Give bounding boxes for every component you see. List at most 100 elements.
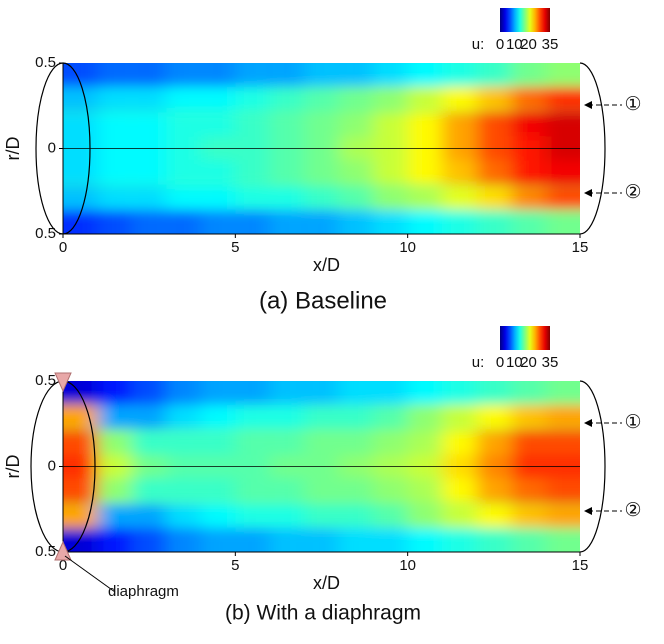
colorbar-label: u: — [472, 354, 485, 371]
cell — [442, 86, 477, 112]
cell — [131, 430, 167, 455]
x-axis-label: x/D — [313, 255, 340, 275]
cell — [304, 478, 339, 503]
cell — [442, 503, 477, 529]
cell — [304, 209, 339, 234]
cell — [407, 185, 443, 211]
cell — [131, 404, 167, 430]
probe-label: ① — [624, 94, 641, 115]
cell — [269, 86, 305, 112]
cell — [476, 112, 512, 137]
colorbar-tick-label: 10 — [506, 36, 523, 53]
colorbar-tick-label: 35 — [542, 36, 559, 53]
cell — [269, 112, 305, 137]
field — [63, 381, 580, 552]
cell — [63, 478, 98, 503]
cell — [97, 478, 132, 503]
cell — [131, 112, 167, 137]
cell — [166, 527, 201, 552]
cell — [200, 86, 236, 112]
cell — [97, 503, 132, 529]
y-tick-label: 0 — [48, 139, 56, 156]
cell — [166, 86, 201, 112]
cell — [476, 430, 512, 455]
y-axis-label: r/D — [3, 137, 23, 161]
cell — [338, 404, 374, 430]
cell — [545, 185, 580, 211]
cell — [476, 527, 512, 552]
cell — [304, 381, 339, 406]
cell — [476, 185, 512, 211]
x-axis-label: x/D — [313, 573, 340, 593]
cell — [97, 86, 132, 112]
cell — [338, 112, 374, 137]
colorbar — [500, 326, 550, 350]
cell — [63, 160, 98, 185]
cell — [407, 503, 443, 529]
cell — [373, 527, 408, 552]
cell — [338, 160, 374, 185]
cell — [442, 209, 477, 234]
cell — [407, 404, 443, 430]
cell — [304, 404, 339, 430]
cell — [373, 185, 408, 211]
cell — [442, 63, 477, 88]
cell — [511, 527, 546, 552]
cell — [269, 404, 305, 430]
cell — [373, 478, 408, 503]
x-tick-label: 5 — [231, 239, 239, 256]
x-tick-label: 0 — [59, 557, 67, 574]
cell — [442, 430, 477, 455]
cell — [304, 86, 339, 112]
cell — [97, 527, 132, 552]
colorbar-tick-label: 20 — [520, 36, 537, 53]
cell — [97, 404, 132, 430]
cell — [407, 527, 443, 552]
cell — [442, 160, 477, 185]
cell — [373, 430, 408, 455]
cell — [97, 160, 132, 185]
cell — [511, 503, 546, 529]
cell — [338, 209, 374, 234]
cell — [235, 160, 270, 185]
cell — [97, 185, 132, 211]
cell — [304, 112, 339, 137]
cell — [373, 160, 408, 185]
cell — [407, 430, 443, 455]
cell — [235, 430, 270, 455]
cell — [200, 63, 236, 88]
pipe-inlet — [35, 62, 91, 235]
cell — [166, 430, 201, 455]
cell — [63, 503, 98, 529]
cell — [407, 209, 443, 234]
cell — [407, 381, 443, 406]
cell — [166, 160, 201, 185]
cell — [476, 86, 512, 112]
cell — [97, 430, 132, 455]
cell — [511, 185, 546, 211]
colorbar-tick-label: 35 — [542, 354, 559, 371]
panel-title: (b) With a diaphragm — [225, 602, 421, 625]
cell — [338, 478, 374, 503]
cell — [442, 478, 477, 503]
cell — [304, 185, 339, 211]
probe-label: ① — [624, 412, 641, 433]
y-tick-label: 0.5 — [35, 543, 56, 560]
cell — [97, 112, 132, 137]
cell — [166, 63, 201, 88]
cell — [407, 86, 443, 112]
cell — [235, 209, 270, 234]
cell — [304, 63, 339, 88]
cell — [511, 63, 546, 88]
cell — [269, 185, 305, 211]
cell — [407, 112, 443, 137]
arrow-head — [584, 419, 592, 427]
cell — [442, 185, 477, 211]
cell — [235, 503, 270, 529]
cell — [545, 527, 580, 552]
cell — [476, 209, 512, 234]
cell — [476, 381, 512, 406]
cell — [442, 404, 477, 430]
cell — [373, 86, 408, 112]
